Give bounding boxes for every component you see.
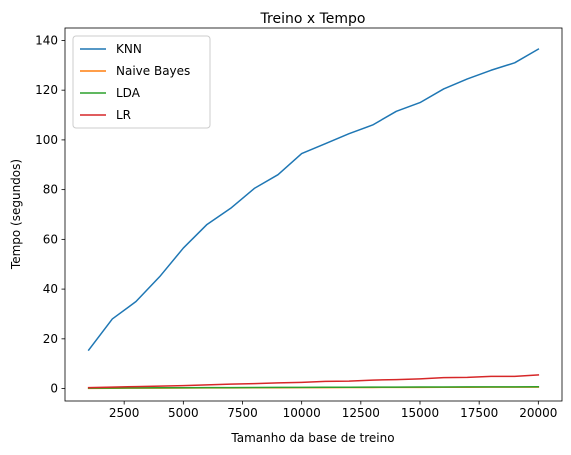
x-tick-label: 5000	[168, 406, 199, 420]
x-tick-label: 2500	[109, 406, 140, 420]
legend-label-lda: LDA	[116, 86, 141, 100]
series-line-lda	[87, 385, 540, 389]
y-tick-label: 100	[35, 133, 58, 147]
series-line-lr	[87, 374, 540, 389]
y-tick-label: 80	[43, 183, 58, 197]
x-tick-label: 12500	[342, 406, 380, 420]
legend-label-naive-bayes: Naive Bayes	[116, 64, 190, 78]
y-tick-label: 140	[35, 33, 58, 47]
x-tick-label: 7500	[227, 406, 258, 420]
x-tick-label: 17500	[460, 406, 498, 420]
x-tick-label: 20000	[519, 406, 557, 420]
x-axis-label: Tamanho da base de treino	[230, 431, 394, 445]
y-axis: 0 20 40 60 80 100 120 140	[35, 33, 65, 396]
y-tick-label: 0	[50, 382, 58, 396]
series-line-knn	[87, 48, 540, 352]
y-tick-label: 40	[43, 282, 58, 296]
legend-label-knn: KNN	[116, 42, 142, 56]
y-tick-label: 120	[35, 83, 58, 97]
x-tick-label: 15000	[401, 406, 439, 420]
plot-frame	[64, 27, 563, 402]
plot-lines	[87, 48, 540, 390]
legend: KNN Naive Bayes LDA LR	[72, 35, 211, 129]
chart-title: Treino x Tempo	[260, 11, 366, 27]
y-tick-label: 60	[43, 232, 58, 246]
y-axis-label: Tempo (segundos)	[9, 159, 23, 270]
x-tick-label: 10000	[283, 406, 321, 420]
y-tick-label: 20	[43, 332, 58, 346]
legend-label-lr: LR	[116, 108, 131, 122]
x-axis: 2500 5000 7500 10000 12500 15000 17500 20000	[109, 401, 557, 420]
legend-box	[72, 35, 211, 129]
